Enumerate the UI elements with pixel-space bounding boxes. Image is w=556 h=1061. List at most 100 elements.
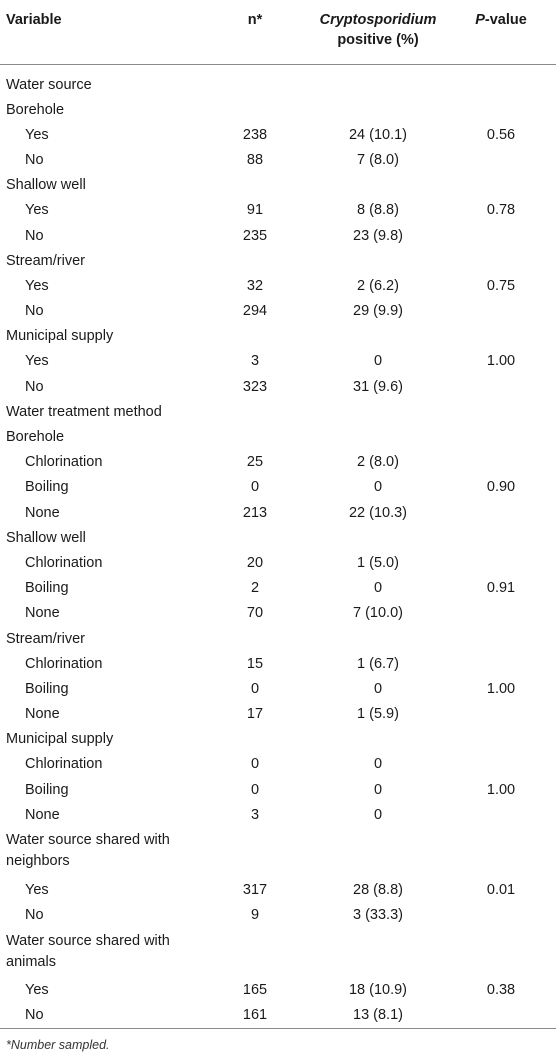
row-n (200, 626, 310, 651)
row-positive: 7 (10.0) (353, 605, 403, 622)
table-row: Water source shared with animals (0, 928, 556, 978)
row-n: 0 (250, 756, 260, 773)
row-label: No (25, 303, 44, 320)
row-label: Yes (25, 126, 49, 143)
row-n: 161 (200, 1003, 310, 1029)
row-label: Yes (25, 353, 49, 370)
table-row: Chlorination 25 2 (8.0) (0, 450, 556, 475)
table-row: No 88 7 (8.0) (0, 147, 556, 172)
row-n (200, 97, 310, 122)
row-positive: 0 (373, 756, 383, 773)
table-row: None 3 0 (0, 802, 556, 827)
row-label: No (25, 227, 44, 244)
row-p-value: 0.38 (486, 982, 516, 999)
header-n: n* (200, 0, 310, 65)
row-n (200, 928, 310, 978)
table-row: Borehole (0, 424, 556, 449)
header-p-value: P-value (446, 0, 556, 65)
row-p-value (446, 248, 556, 273)
table-row: Yes 317 28 (8.8) 0.01 (0, 877, 556, 902)
row-label: Boiling (25, 781, 69, 798)
row-p-value: 0.91 (486, 580, 516, 597)
row-n: 17 (246, 706, 264, 723)
row-positive: 18 (10.9) (348, 982, 408, 999)
row-label: Boiling (25, 580, 69, 597)
table-row: Stream/river (0, 248, 556, 273)
row-p-value: 1.00 (486, 781, 516, 798)
row-label: None (25, 806, 60, 823)
table-row: Water source shared with neighbors (0, 827, 556, 877)
header-crypto-positive: Cryptosporidium positive (%) (310, 0, 446, 65)
table-row: No 235 23 (9.8) (0, 223, 556, 248)
row-n: 323 (242, 378, 268, 395)
row-label: No (25, 151, 44, 168)
row-p-value: 0.78 (486, 202, 516, 219)
row-p-value (446, 450, 556, 475)
row-positive: 7 (8.0) (357, 151, 399, 168)
row-p-value: 1.00 (486, 353, 516, 370)
row-n (200, 525, 310, 550)
header-p-rest: -value (484, 12, 527, 28)
row-positive: 0 (373, 479, 383, 496)
row-label: Stream/river (6, 630, 85, 647)
row-p-value: 0.01 (486, 882, 516, 899)
row-n (200, 727, 310, 752)
row-positive: 13 (8.1) (310, 1003, 446, 1029)
table-row: Borehole (0, 97, 556, 122)
row-label: Chlorination (25, 756, 103, 773)
table-row: Yes 91 8 (8.8) 0.78 (0, 198, 556, 223)
row-n: 165 (242, 982, 268, 999)
row-label: Yes (25, 277, 49, 294)
row-n: 3 (250, 353, 260, 370)
row-n: 20 (246, 554, 264, 571)
table-row: Boiling 2 0 0.91 (0, 576, 556, 601)
row-positive: 23 (9.8) (353, 227, 403, 244)
table-row: No 9 3 (33.3) (0, 903, 556, 928)
row-positive: 2 (6.2) (357, 277, 399, 294)
header-p-italic: P (475, 12, 485, 28)
row-p-value: 0.75 (486, 277, 516, 294)
row-positive (310, 727, 446, 752)
row-p-value (446, 64, 556, 97)
row-positive (310, 248, 446, 273)
row-positive: 1 (5.9) (357, 706, 399, 723)
row-p-value (446, 727, 556, 752)
table-row: No 161 13 (8.1) (0, 1003, 556, 1029)
row-label: Chlorination (25, 554, 103, 571)
table-row: None 17 1 (5.9) (0, 702, 556, 727)
row-p-value (446, 903, 556, 928)
row-positive: 0 (373, 680, 383, 697)
table-row: No 323 31 (9.6) (0, 374, 556, 399)
row-p-value (446, 147, 556, 172)
table-row: Stream/river (0, 626, 556, 651)
row-label: None (25, 605, 60, 622)
row-n: 0 (250, 781, 260, 798)
table-row: Yes 32 2 (6.2) 0.75 (0, 273, 556, 298)
table-row: Boiling 0 0 1.00 (0, 676, 556, 701)
row-p-value (446, 928, 556, 978)
row-positive (310, 626, 446, 651)
header-row: Variable n* Cryptosporidium positive (%)… (0, 0, 556, 65)
table-row: None 70 7 (10.0) (0, 601, 556, 626)
row-n: 238 (242, 126, 268, 143)
row-n (200, 248, 310, 273)
data-table: Variable n* Cryptosporidium positive (%)… (0, 0, 556, 1029)
row-label: None (25, 706, 60, 723)
table-row: Shallow well (0, 173, 556, 198)
row-n: 91 (246, 202, 264, 219)
row-n (200, 64, 310, 97)
table-row: Water treatment method (0, 399, 556, 424)
row-label: Yes (25, 882, 49, 899)
row-p-value (446, 550, 556, 575)
row-positive: 8 (8.8) (357, 202, 399, 219)
table-row: Chlorination 0 0 (0, 752, 556, 777)
row-positive (310, 827, 446, 877)
row-n (200, 827, 310, 877)
header-variable: Variable (0, 0, 200, 65)
row-positive (310, 525, 446, 550)
table-row: Municipal supply (0, 727, 556, 752)
table-row: Chlorination 15 1 (6.7) (0, 651, 556, 676)
row-positive (310, 97, 446, 122)
row-positive (310, 399, 446, 424)
